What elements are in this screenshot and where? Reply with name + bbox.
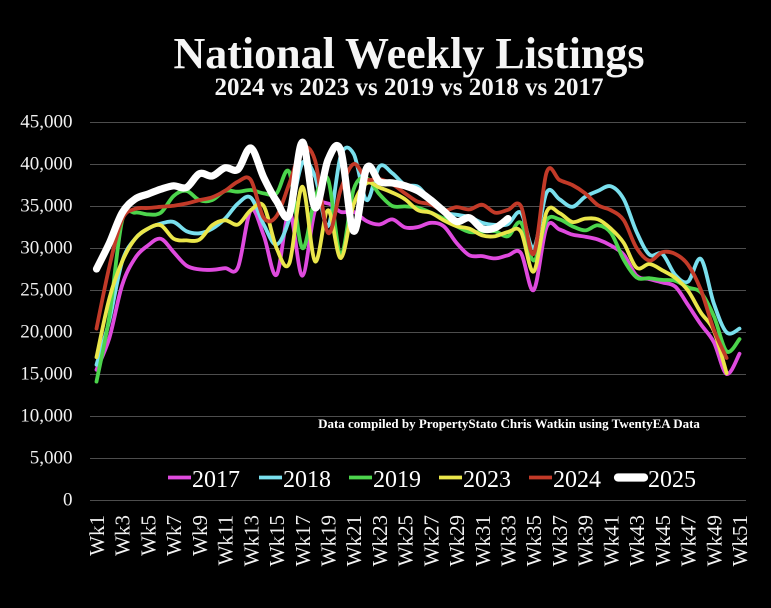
svg-text:Wk1: Wk1 [85, 515, 109, 556]
svg-text:35,000: 35,000 [20, 196, 72, 217]
svg-text:30,000: 30,000 [20, 238, 72, 259]
svg-text:Wk43: Wk43 [625, 515, 649, 566]
svg-text:Wk13: Wk13 [239, 515, 263, 566]
svg-text:2017: 2017 [192, 467, 240, 493]
svg-text:Wk47: Wk47 [677, 515, 701, 566]
svg-text:Wk51: Wk51 [728, 515, 752, 566]
svg-text:2023: 2023 [463, 467, 511, 493]
svg-text:25,000: 25,000 [20, 280, 72, 301]
svg-text:Wk25: Wk25 [394, 515, 418, 566]
svg-text:Wk15: Wk15 [265, 515, 289, 566]
svg-text:2025: 2025 [648, 467, 696, 493]
svg-text:Wk33: Wk33 [497, 515, 521, 566]
svg-text:2019: 2019 [373, 467, 421, 493]
svg-text:Wk41: Wk41 [599, 515, 623, 566]
svg-text:Wk17: Wk17 [291, 515, 315, 566]
svg-text:5,000: 5,000 [30, 448, 73, 469]
svg-text:2018: 2018 [283, 467, 331, 493]
svg-text:Wk21: Wk21 [342, 515, 366, 566]
svg-text:Wk9: Wk9 [188, 515, 212, 556]
svg-text:Wk19: Wk19 [317, 515, 341, 566]
svg-text:National Weekly Listings: National Weekly Listings [173, 29, 644, 78]
svg-text:20,000: 20,000 [20, 322, 72, 343]
svg-text:Wk27: Wk27 [419, 515, 443, 566]
svg-text:40,000: 40,000 [20, 154, 72, 175]
svg-text:Wk45: Wk45 [651, 515, 675, 566]
svg-text:Wk49: Wk49 [702, 515, 726, 566]
svg-text:Wk3: Wk3 [111, 515, 135, 556]
svg-text:10,000: 10,000 [20, 406, 72, 427]
svg-text:Wk37: Wk37 [548, 515, 572, 566]
svg-text:Wk5: Wk5 [136, 515, 160, 556]
svg-text:45,000: 45,000 [20, 112, 72, 133]
svg-text:0: 0 [63, 490, 73, 511]
svg-text:Wk23: Wk23 [368, 515, 392, 566]
svg-text:Wk29: Wk29 [445, 515, 469, 566]
svg-text:Wk35: Wk35 [522, 515, 546, 566]
svg-text:2024: 2024 [553, 467, 601, 493]
svg-text:Wk7: Wk7 [162, 515, 186, 556]
svg-text:Data compiled by PropertyStato: Data compiled by PropertyStato Chris Wat… [318, 416, 700, 431]
svg-text:2024 vs 2023 vs 2019 vs 2018 v: 2024 vs 2023 vs 2019 vs 2018 vs 2017 [215, 74, 604, 101]
svg-text:15,000: 15,000 [20, 364, 72, 385]
svg-text:Wk11: Wk11 [214, 515, 238, 566]
svg-text:Wk31: Wk31 [471, 515, 495, 566]
svg-text:Wk39: Wk39 [574, 515, 598, 566]
